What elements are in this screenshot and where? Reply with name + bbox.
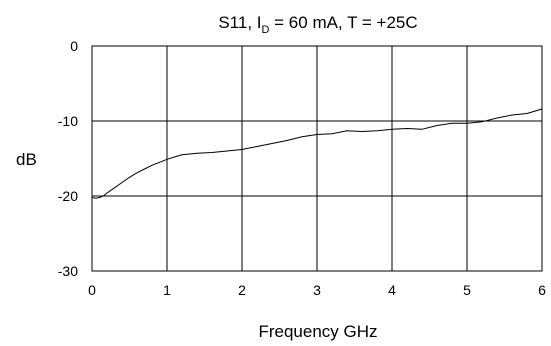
x-tick-label: 2 bbox=[238, 282, 246, 298]
x-axis-label: Frequency GHz bbox=[258, 322, 377, 341]
y-tick-label: -30 bbox=[58, 263, 78, 279]
x-tick-label: 6 bbox=[538, 282, 546, 298]
x-tick-label: 4 bbox=[388, 282, 396, 298]
s11-series-line bbox=[91, 108, 543, 199]
tick-labels: 0 1 2 3 4 5 6 0 -10 -20 -30 bbox=[58, 38, 546, 298]
chart-title: S11, ID = 60 mA, T = +25C bbox=[218, 13, 417, 36]
x-tick-label: 1 bbox=[163, 282, 171, 298]
y-tick-label: -20 bbox=[58, 188, 78, 204]
x-tick-label: 3 bbox=[313, 282, 321, 298]
y-tick-label: -10 bbox=[58, 113, 78, 129]
grid bbox=[91, 45, 543, 272]
y-tick-label: 0 bbox=[70, 38, 78, 54]
x-tick-label: 5 bbox=[463, 282, 471, 298]
plot-frame bbox=[91, 45, 543, 272]
y-axis-label: dB bbox=[16, 150, 37, 169]
x-tick-label: 0 bbox=[88, 282, 96, 298]
